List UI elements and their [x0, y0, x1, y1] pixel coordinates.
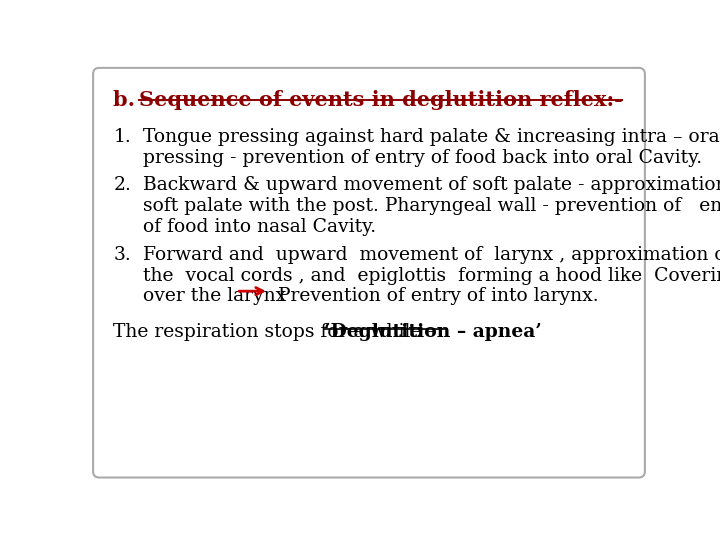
Text: the  vocal cords , and  epiglottis  forming a hood like  Covering: the vocal cords , and epiglottis forming…: [143, 267, 720, 285]
Text: pressing - prevention of entry of food back into oral Cavity.: pressing - prevention of entry of food b…: [143, 148, 702, 167]
Text: The respiration stops for a while -: The respiration stops for a while -: [113, 323, 440, 341]
Text: Sequence of events in deglutition reflex:-: Sequence of events in deglutition reflex…: [139, 90, 623, 110]
Text: Tongue pressing against hard palate & increasing intra – oral: Tongue pressing against hard palate & in…: [143, 128, 720, 146]
Text: soft palate with the post. Pharyngeal wall - prevention of   entry: soft palate with the post. Pharyngeal wa…: [143, 197, 720, 215]
Text: Backward & upward movement of soft palate - approximation of: Backward & upward movement of soft palat…: [143, 177, 720, 194]
Text: b.: b.: [113, 90, 157, 110]
FancyBboxPatch shape: [93, 68, 645, 477]
Text: Prevention of entry of into larynx.: Prevention of entry of into larynx.: [272, 287, 598, 305]
Text: of food into nasal Cavity.: of food into nasal Cavity.: [143, 218, 376, 236]
Text: over the larynx: over the larynx: [143, 287, 292, 305]
Text: 1.: 1.: [113, 128, 131, 146]
Text: 2.: 2.: [113, 177, 131, 194]
Text: 3.: 3.: [113, 246, 131, 264]
Text: Forward and  upward  movement of  larynx , approximation of: Forward and upward movement of larynx , …: [143, 246, 720, 264]
Text: ‘Deglutition – apnea’: ‘Deglutition – apnea’: [324, 323, 541, 341]
